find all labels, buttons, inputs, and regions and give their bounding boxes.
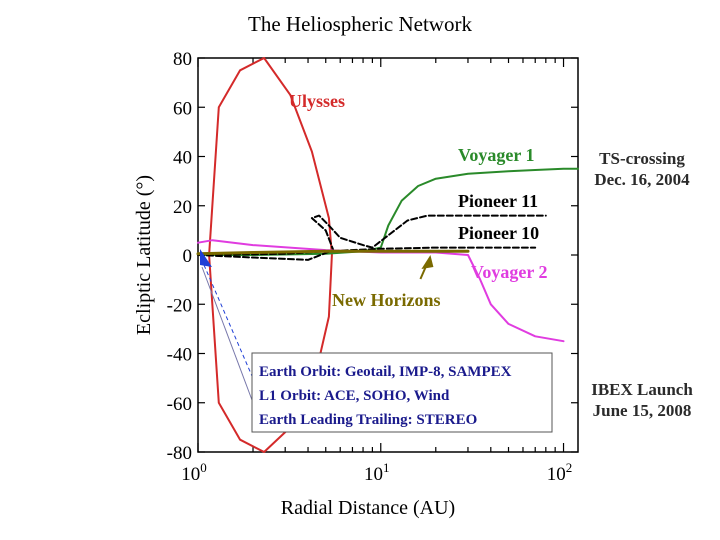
y-tick-label: 0 [183,246,193,267]
ts-crossing-note: TS-crossing Dec. 16, 2004 [587,148,697,190]
series-line-ulysses [208,57,333,453]
series-line-pioneer-10 [197,246,537,256]
y-tick-label: -60 [167,394,192,415]
l1-orbit-connector [201,266,253,401]
series-line-pioneer-11 [197,214,547,261]
legend-line-earth-leading-trailing: Earth Leading Trailing: STEREO [259,412,477,428]
ts-crossing-line-2: Dec. 16, 2004 [594,170,690,189]
earth-orbit-marker [200,249,212,267]
x-axis-label: Radial Distance (AU) [281,497,455,519]
page-title: The Heliospheric Network [248,12,472,36]
series-label-ulysses: Ulysses [289,91,345,111]
markers-layer [200,249,434,401]
y-tick-label: -40 [167,345,192,366]
ts-crossing-line-1: TS-crossing [599,149,685,168]
earth-orbit-connector [203,264,253,377]
x-axis: 100 101 102 [181,58,572,485]
series-line-new-horizons [196,249,470,256]
ibex-launch-line-2: June 15, 2008 [592,401,692,420]
series-label-voyager-2: Voyager 2 [471,262,548,282]
ibex-launch-line-1: IBEX Launch [591,380,693,399]
legend-box: Earth Orbit: Geotail, IMP-8, SAMPEX L1 O… [251,352,553,433]
series-line-voyager-1 [197,167,579,256]
y-tick-label: 20 [173,197,192,218]
y-tick-label: -20 [167,295,192,316]
y-tick-label: 40 [173,148,192,169]
legend-line-earth-orbit: Earth Orbit: Geotail, IMP-8, SAMPEX [259,364,512,380]
series-label-voyager-1: Voyager 1 [458,145,535,165]
series-label-pioneer-10: Pioneer 10 [458,223,539,243]
x-tick-label: 102 [547,460,573,485]
y-tick-label: 80 [173,49,192,70]
x-tick-label: 100 [181,460,207,485]
y-tick-label: 60 [173,98,192,119]
y-axis: 80 60 40 20 0 -20 -40 -60 -80 [167,49,578,464]
y-tick-label: -80 [167,443,192,464]
legend-box-frame [251,352,553,433]
legend-line-l1-orbit: L1 Orbit: ACE, SOHO, Wind [259,388,450,404]
ibex-launch-note: IBEX Launch June 15, 2008 [580,379,704,421]
series-line-voyager-2 [197,239,565,343]
x-tick-label: 101 [364,460,390,485]
y-axis-label: Ecliptic Latitude (°) [133,175,155,335]
series-label-pioneer-11: Pioneer 11 [458,191,538,211]
series-layer [196,57,579,453]
new-horizons-arrow-head [421,255,434,269]
series-label-new-horizons: New Horizons [332,290,440,310]
